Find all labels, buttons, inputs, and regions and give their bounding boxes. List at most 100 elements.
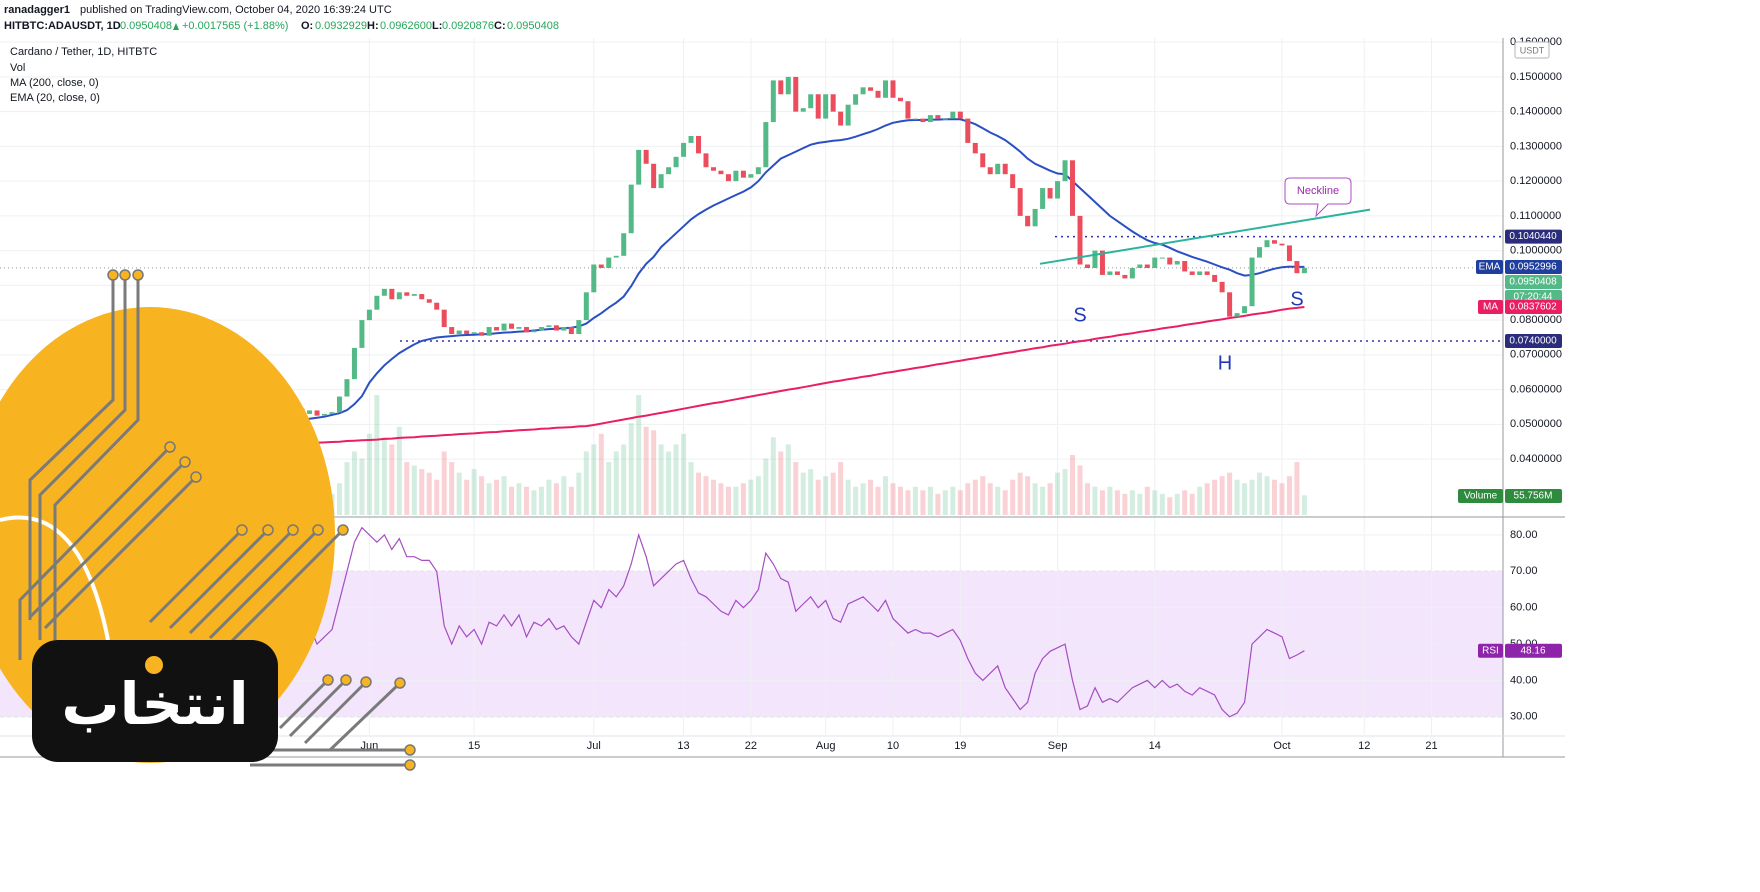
candle [1040, 188, 1046, 209]
y-tick-label: 0.0500000 [1510, 418, 1562, 430]
volume-bar [426, 472, 432, 515]
candle [1114, 271, 1120, 275]
volume-bar [1032, 483, 1038, 515]
candle [1032, 208, 1038, 227]
legend-entry: EMA (20, close, 0) [10, 92, 100, 104]
volume-bar [494, 479, 500, 515]
candle [972, 142, 978, 154]
volume-bar [1129, 490, 1135, 515]
volume-bar [561, 476, 567, 515]
volume-bar [1002, 490, 1008, 515]
candle [553, 325, 559, 331]
volume-bar [419, 469, 425, 515]
candle [1234, 313, 1240, 317]
candle [546, 325, 552, 328]
y-tick-label: 0.0800000 [1510, 314, 1562, 326]
volume-label-tag [1458, 489, 1503, 503]
candle [1197, 271, 1203, 275]
candle [778, 80, 784, 95]
candle [411, 294, 417, 296]
volume-bar [613, 451, 619, 515]
candle [1279, 243, 1285, 246]
volume-bar [404, 462, 410, 515]
volume-bar [1062, 469, 1068, 515]
volume-bar [1182, 490, 1188, 515]
x-tick-label: 19 [954, 740, 966, 752]
circuit-nodes [107, 269, 416, 771]
candle [935, 115, 941, 119]
candle [868, 87, 874, 91]
candle [897, 97, 903, 102]
candle [1025, 215, 1031, 227]
volume-bar [972, 479, 978, 515]
y-tick-label: 0.1500000 [1510, 71, 1562, 83]
ema-label-tag [1476, 259, 1503, 274]
candle [733, 170, 739, 182]
volume-bar [740, 483, 746, 515]
ma-label-box [1505, 300, 1562, 315]
volume-bar [696, 472, 702, 515]
volume-bar [1152, 490, 1158, 515]
candle [374, 295, 380, 310]
candle [763, 122, 769, 168]
volume-bar [1271, 479, 1277, 515]
candle [329, 412, 335, 414]
candle [905, 101, 911, 119]
candle [419, 294, 425, 300]
candle [696, 135, 702, 154]
volume-bar [434, 479, 440, 515]
volume-bar [793, 462, 799, 515]
x-tick-label: 14 [1149, 740, 1161, 752]
candle [561, 327, 567, 331]
candle [651, 163, 657, 189]
candle [1047, 188, 1053, 199]
y-tick-label: 0.0400000 [1510, 453, 1562, 465]
candle [823, 94, 829, 119]
volume-bar [411, 465, 417, 515]
candle [1182, 261, 1188, 272]
volume-bar [666, 451, 672, 515]
circuit [18, 275, 410, 767]
candle [755, 167, 761, 175]
volume-bar [464, 479, 470, 515]
volume-bar [778, 451, 784, 515]
y-tick-label: 0.1400000 [1510, 106, 1562, 118]
volume-bar [1114, 490, 1120, 515]
volume-bar [763, 458, 769, 515]
volume-bar [1219, 476, 1225, 515]
candle [1219, 281, 1225, 293]
volume-bar [980, 476, 986, 515]
candle [1167, 257, 1173, 265]
candle [1055, 181, 1061, 199]
y-tick-label: 0.0600000 [1510, 383, 1562, 395]
up-arrow [173, 23, 179, 30]
candle [598, 264, 604, 268]
volume-bar [509, 486, 515, 515]
volume-bar [1227, 472, 1233, 515]
y-tick-label: 0.1200000 [1510, 175, 1562, 187]
header-quote: HITBTC:ADAUSDT, 1D 0.0950408 +0.0017565 … [4, 20, 559, 32]
candle [606, 257, 612, 268]
y-tick-label: 0.0700000 [1510, 349, 1562, 361]
candle [351, 347, 357, 380]
volume-bar [987, 483, 993, 515]
candle [1077, 215, 1083, 265]
volume-bar [1017, 472, 1023, 515]
volume-bar [1070, 455, 1076, 515]
legend-entry: Vol [10, 62, 25, 74]
ma-label-tag-text: MA [1483, 302, 1498, 313]
rsi-label-tag [1478, 643, 1503, 658]
volume-bar [748, 479, 754, 515]
candle [464, 330, 470, 334]
candle [404, 292, 410, 296]
candle [748, 174, 754, 178]
volume-bar [546, 479, 552, 515]
candle [591, 264, 597, 293]
volume-bar [1279, 483, 1285, 515]
volume-bar [628, 423, 634, 515]
watermark: انتخاب [0, 269, 416, 771]
volume-bar [1204, 483, 1210, 515]
candle [1159, 257, 1165, 259]
candle [1107, 271, 1113, 275]
